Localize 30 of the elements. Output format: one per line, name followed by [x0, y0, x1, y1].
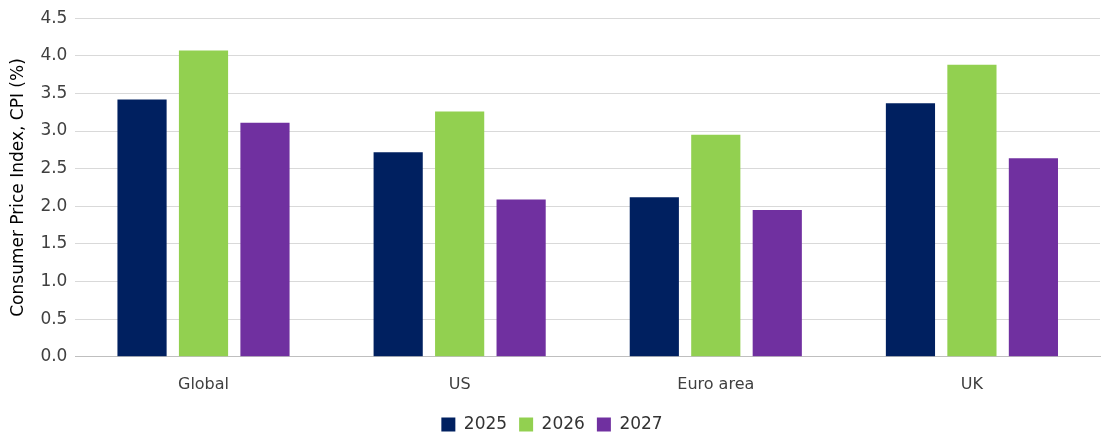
legend-label: 2026 [541, 412, 585, 433]
bar [373, 152, 423, 357]
x-tick-label: UK [960, 373, 984, 393]
y-tick-label: 1.0 [40, 269, 68, 290]
bar [947, 64, 997, 357]
bar [1008, 158, 1058, 357]
x-tick-label: Euro area [677, 373, 755, 393]
y-tick-label: 2.5 [40, 157, 68, 178]
bar [117, 99, 167, 357]
y-tick-label: 3.5 [40, 81, 68, 102]
bar [752, 210, 802, 357]
y-tick-label: 0.5 [40, 307, 68, 328]
y-tick-label: 1.5 [40, 232, 68, 253]
bar [691, 134, 741, 357]
legend-label: 2025 [463, 412, 508, 433]
bar [496, 199, 546, 357]
legend-label: 2027 [619, 412, 663, 433]
y-tick-label: 3.0 [40, 119, 68, 140]
bar [435, 111, 485, 357]
y-tick-label: 4.5 [40, 6, 68, 27]
y-tick-label: 2.0 [40, 194, 68, 215]
bar [885, 103, 936, 357]
x-tick-label: US [448, 373, 471, 393]
bar [629, 197, 679, 357]
y-axis-title: Consumer Price Index, CPI (%) [6, 58, 27, 317]
bar [178, 50, 229, 357]
y-tick-label: 4.0 [40, 44, 68, 65]
y-tick-label: 0.0 [40, 345, 68, 366]
x-tick-label: Global [177, 373, 230, 393]
bar [240, 122, 290, 357]
